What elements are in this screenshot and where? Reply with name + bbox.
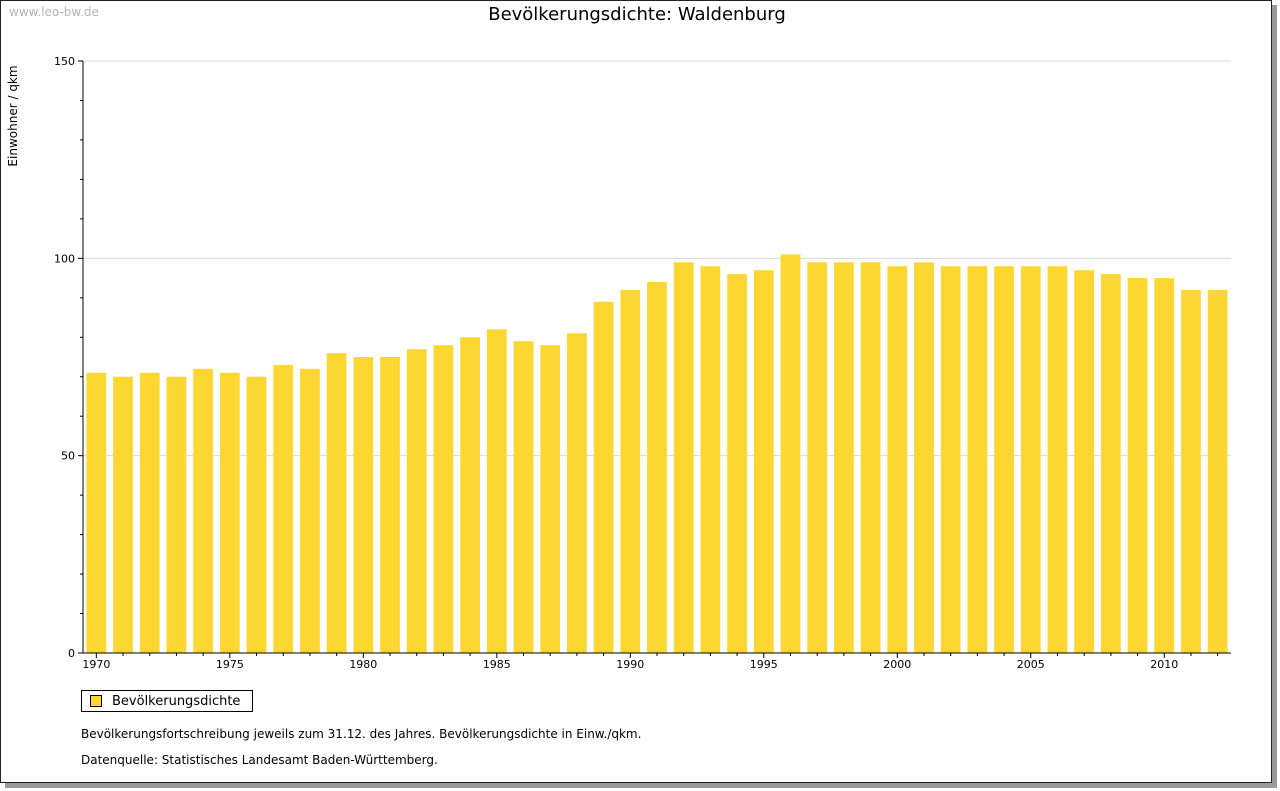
footnote-source: Datenquelle: Statistisches Landesamt Bad… bbox=[81, 753, 438, 767]
bar-1992 bbox=[673, 262, 694, 653]
x-tick-label-1990: 1990 bbox=[616, 658, 644, 671]
bar-1973 bbox=[166, 376, 187, 653]
bar-1995 bbox=[753, 270, 774, 653]
y-tick-label-0: 0 bbox=[68, 647, 75, 660]
bar-1987 bbox=[540, 345, 561, 653]
bar-2003 bbox=[967, 266, 988, 653]
x-tick-label-1980: 1980 bbox=[349, 658, 377, 671]
bar-1991 bbox=[647, 282, 667, 653]
x-tick-label-1985: 1985 bbox=[483, 658, 511, 671]
bar-1996 bbox=[780, 254, 801, 654]
watermark: www.leo-bw.de bbox=[9, 5, 99, 19]
bar-chart: 0 50 100 150 1970 1975 1980 1985 1990 1995 2000 200… bbox=[6, 55, 1231, 671]
legend: Bevölkerungsdichte bbox=[81, 690, 254, 712]
x-tick-label-1970: 1970 bbox=[82, 658, 110, 671]
bar-1977 bbox=[273, 364, 294, 653]
x-tick-label-2000: 2000 bbox=[883, 658, 911, 671]
y-axis-label: Einwohner / qkm bbox=[6, 65, 20, 166]
bar-1988 bbox=[567, 333, 587, 653]
bar-1994 bbox=[727, 274, 747, 653]
bar-1974 bbox=[193, 368, 214, 653]
footnote-description: Bevölkerungsfortschreibung jeweils zum 3… bbox=[81, 727, 642, 741]
bar-2002 bbox=[940, 266, 961, 653]
bar-1981 bbox=[380, 357, 400, 653]
bar-2004 bbox=[994, 266, 1014, 653]
y-tick-label-150: 150 bbox=[54, 55, 75, 68]
bar-1979 bbox=[326, 353, 347, 653]
bar-1997 bbox=[807, 262, 828, 653]
y-tick-label-50: 50 bbox=[61, 450, 75, 463]
bar-2009 bbox=[1127, 278, 1148, 653]
chart-title: Bevölkerungsdichte: Waldenburg bbox=[488, 4, 786, 25]
x-tick-label-2005: 2005 bbox=[1017, 658, 1045, 671]
bar-2007 bbox=[1074, 270, 1095, 653]
bars bbox=[86, 254, 1228, 654]
bar-1986 bbox=[513, 341, 534, 653]
bar-1999 bbox=[860, 262, 881, 653]
bar-1990 bbox=[620, 289, 641, 653]
x-tick-label-1995: 1995 bbox=[750, 658, 778, 671]
axes: 0 50 100 150 1970 1975 1980 1985 1990 1995 2000 200… bbox=[54, 55, 1231, 671]
bar-2012 bbox=[1207, 289, 1228, 653]
bar-2010 bbox=[1154, 278, 1175, 653]
bar-2006 bbox=[1047, 266, 1068, 653]
bar-2001 bbox=[914, 262, 934, 653]
bar-2005 bbox=[1020, 266, 1041, 653]
x-tick-label-1975: 1975 bbox=[216, 658, 244, 671]
bar-1984 bbox=[460, 337, 480, 653]
bar-1993 bbox=[700, 266, 721, 653]
bar-1998 bbox=[834, 262, 854, 653]
bar-2000 bbox=[887, 266, 908, 653]
bar-1976 bbox=[246, 376, 267, 653]
bar-1989 bbox=[593, 301, 614, 653]
bar-1980 bbox=[353, 357, 374, 653]
bar-1971 bbox=[113, 376, 133, 653]
bar-1975 bbox=[219, 372, 240, 653]
bar-1972 bbox=[139, 372, 160, 653]
bar-1982 bbox=[406, 349, 427, 653]
x-tick-label-2010: 2010 bbox=[1150, 658, 1178, 671]
bar-1985 bbox=[486, 329, 507, 653]
bar-1978 bbox=[300, 368, 320, 653]
legend-swatch bbox=[90, 695, 102, 707]
bar-1983 bbox=[433, 345, 454, 653]
legend-label: Bevölkerungsdichte bbox=[112, 693, 241, 709]
bar-2008 bbox=[1100, 274, 1121, 653]
bar-1970 bbox=[86, 372, 107, 653]
bar-2011 bbox=[1181, 289, 1201, 653]
y-tick-label-100: 100 bbox=[54, 252, 75, 265]
